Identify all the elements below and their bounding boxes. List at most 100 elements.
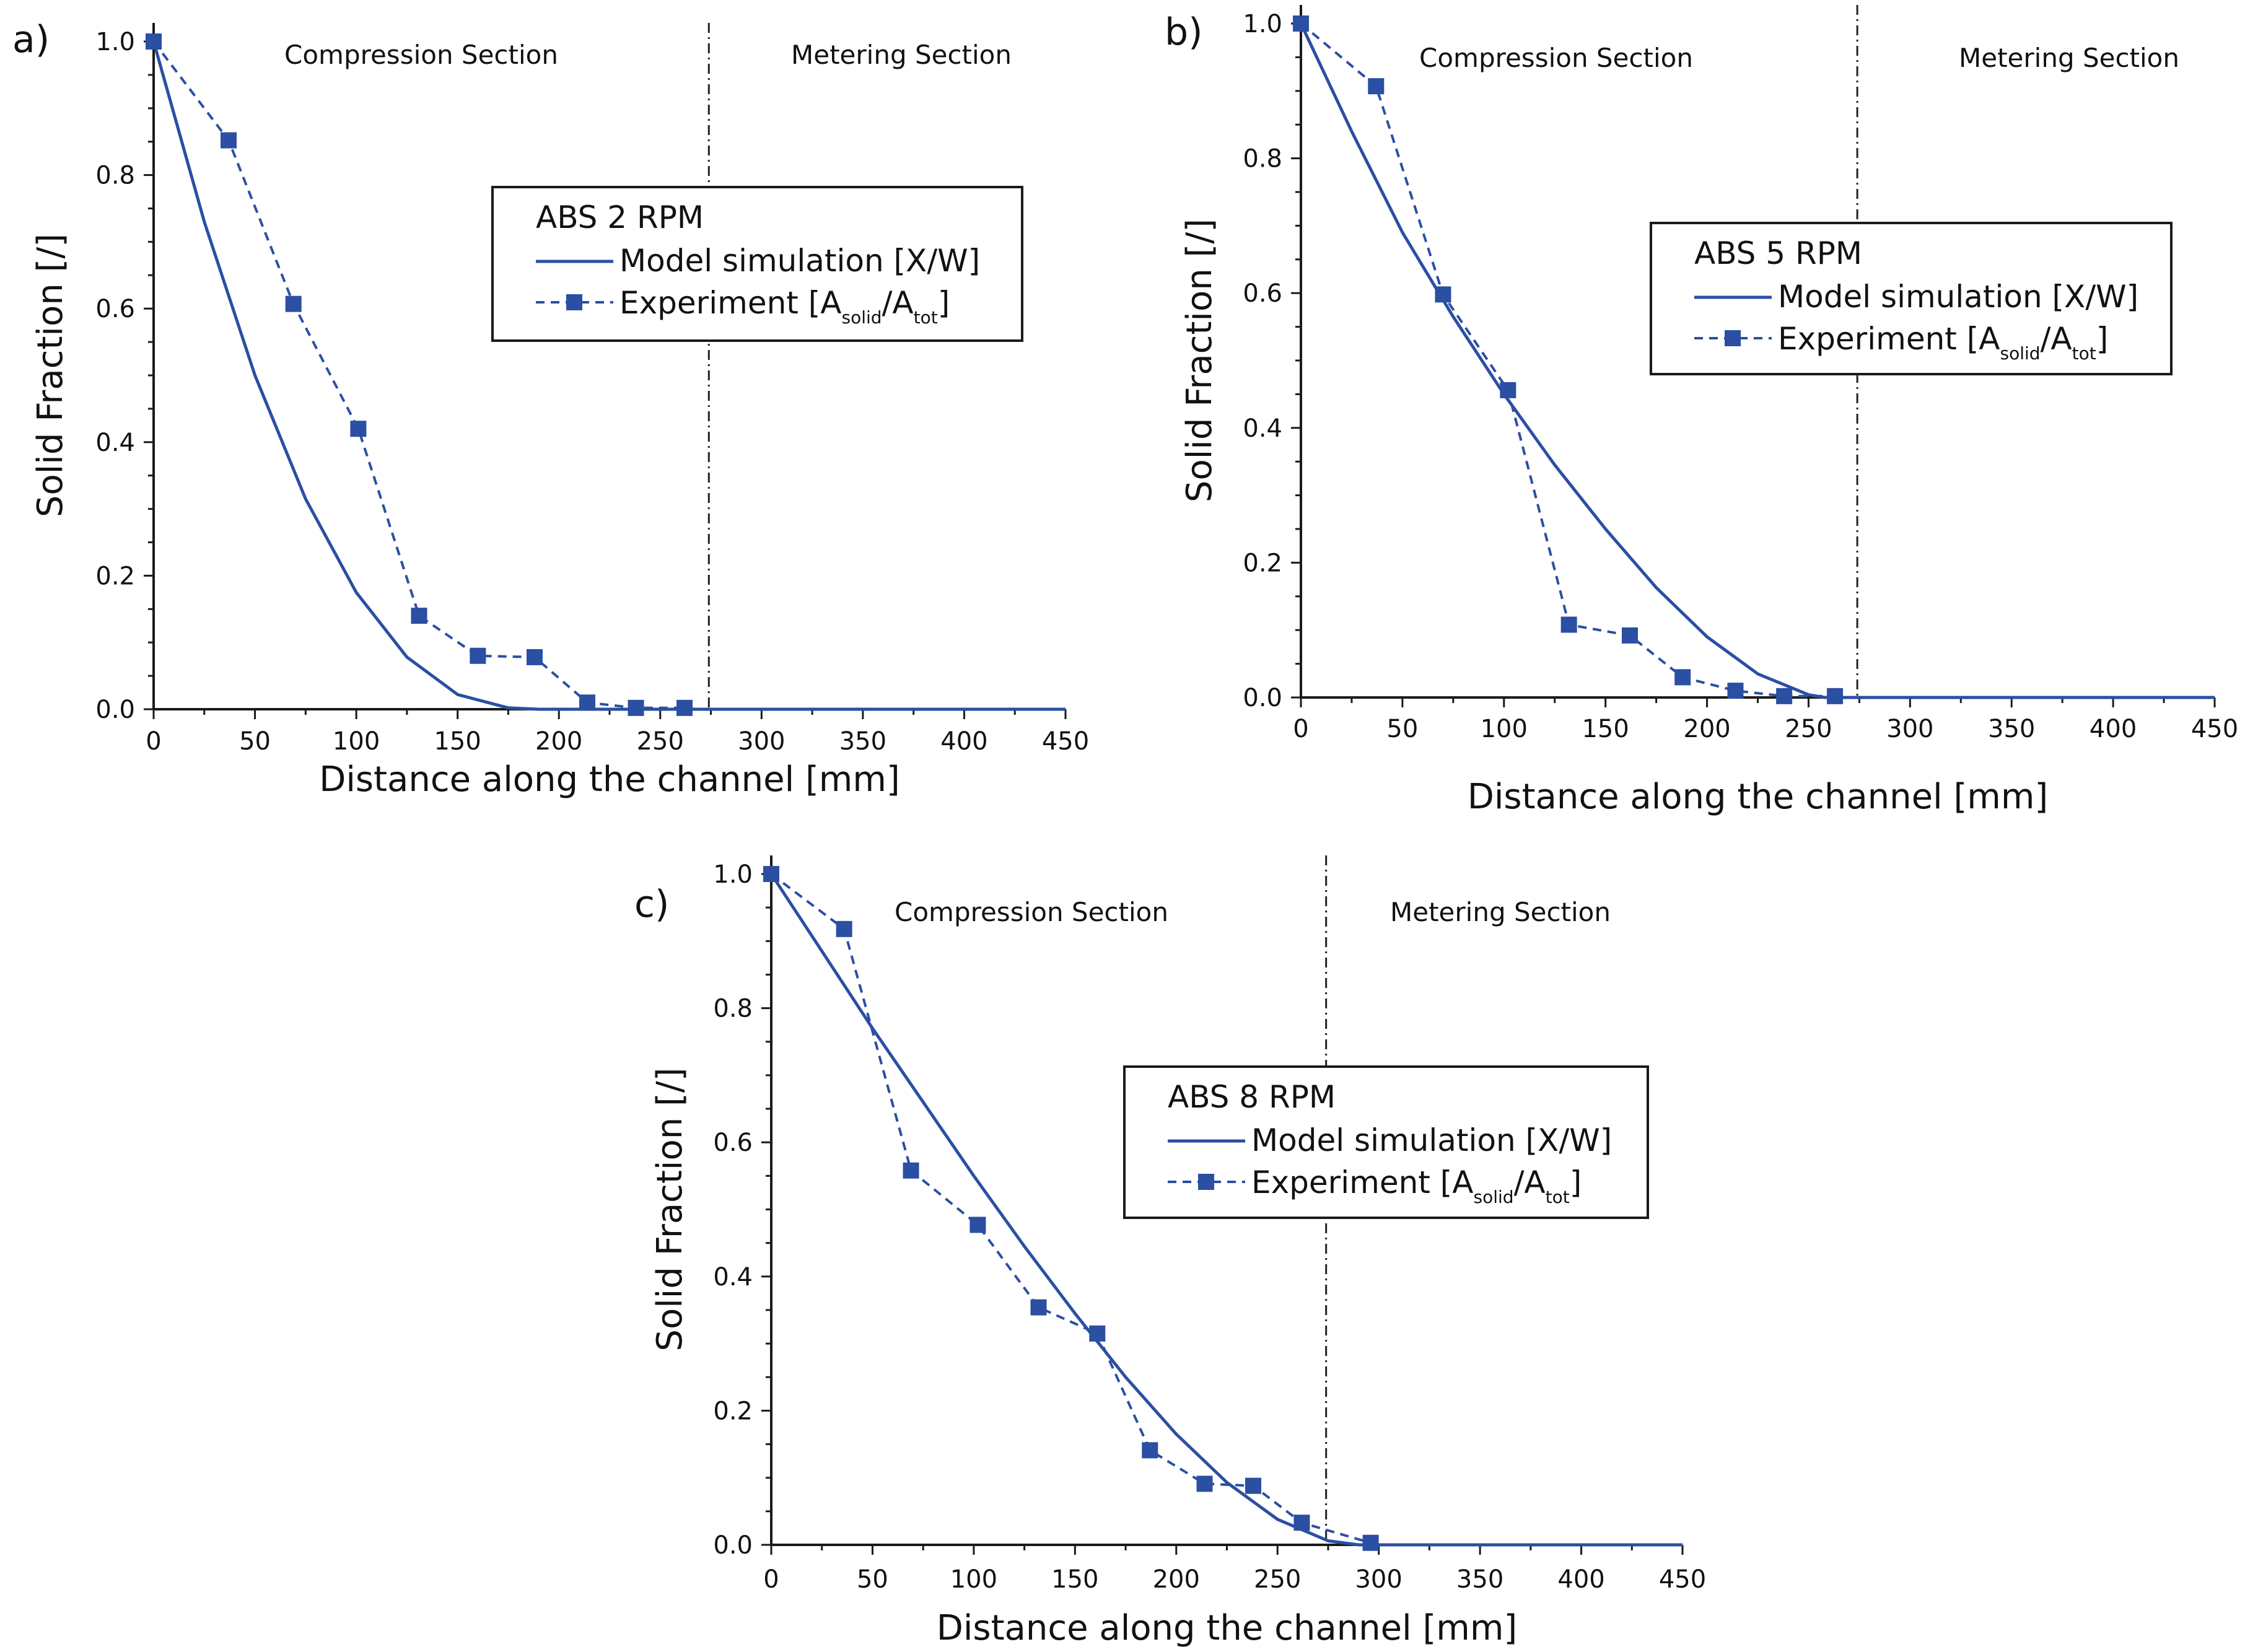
experiment-data-point	[1776, 688, 1793, 704]
experiment-data-point	[470, 647, 486, 664]
legend-exp-close: ]	[938, 285, 950, 321]
experiment-data-point	[969, 1217, 986, 1233]
legend-exp-subscript-tot: tot	[1546, 1187, 1570, 1207]
legend-exp-prefix: Experiment [A	[1251, 1165, 1474, 1200]
x-tick-label: 100	[950, 1565, 997, 1594]
x-tick-label: 400	[1557, 1565, 1604, 1594]
x-tick-label: 250	[1254, 1565, 1301, 1594]
x-tick-label: 50	[1386, 715, 1418, 743]
legend-exp-subscript-tot: tot	[2072, 343, 2096, 364]
experiment-data-point	[628, 699, 644, 716]
x-tick-label: 400	[940, 727, 987, 756]
legend-experiment-label: Experiment [Asolid/Atot]	[1778, 321, 2108, 364]
legend-exp-close: ]	[2096, 321, 2109, 357]
experiment-dashed-line	[152, 40, 685, 709]
model-simulation-line	[152, 41, 1066, 711]
chart-panel-3: c) 0 50 100 150 200 250 300 350 400 450 0.0 0.2 0.4 0.…	[634, 855, 1706, 1648]
y-tick-label: 1.0	[713, 860, 753, 889]
legend-title: ABS 8 RPM	[1168, 1079, 1336, 1115]
legend: ABS 8 RPM Model simulation [X/W] Experimen…	[1123, 1065, 1649, 1219]
panel-label: b)	[1165, 11, 1203, 54]
x-tick-label: 200	[1683, 715, 1730, 743]
experiment-data-point	[1293, 15, 1309, 32]
chart-panel-1: a) 0 50 100 150 200 250 300 350 400 450 0.0 0.2 0.4 0.…	[12, 18, 1089, 800]
experiment-data-point	[1196, 1475, 1213, 1492]
experiment-data-point	[676, 699, 693, 716]
x-axis-title: Distance along the channel [mm]	[1468, 777, 2049, 817]
y-axis-title: Solid Fraction [/]	[1179, 219, 1220, 502]
legend-model-label: Model simulation [X/W]	[1778, 279, 2138, 315]
legend-exp-mid: /A	[2041, 321, 2072, 357]
x-tick-label: 450	[1659, 1565, 1706, 1594]
x-tick-label: 200	[1153, 1565, 1200, 1594]
x-tick-label: 0	[146, 727, 161, 756]
compression-section-label: Compression Section	[1419, 43, 1693, 73]
legend-exp-subscript-solid: solid	[2000, 343, 2041, 364]
experiment-data-point	[763, 866, 779, 882]
legend-exp-subscript-solid: solid	[842, 307, 882, 328]
metering-section-label: Metering Section	[791, 40, 1012, 70]
x-tick-label: 450	[2191, 715, 2238, 743]
legend-title: ABS 5 RPM	[1694, 235, 1862, 271]
legend: ABS 5 RPM Model simulation [X/W] Experimen…	[1650, 222, 2173, 375]
x-tick-label: 50	[239, 727, 271, 756]
chart-panel-2: b) 0 50 100 150 200 250 300 350 400 450 0.0 0.2 0.4 0.…	[1165, 5, 2238, 817]
legend-exp-subscript-tot: tot	[914, 307, 938, 328]
x-tick-label: 200	[535, 727, 582, 756]
y-tick-label: 0.8	[95, 162, 135, 190]
x-tick-label: 300	[1886, 715, 1933, 743]
y-tick-label: 0.8	[713, 995, 753, 1023]
experiment-data-point	[1827, 688, 1844, 704]
x-tick-label: 100	[333, 727, 380, 756]
experiment-data-point	[1435, 286, 1451, 303]
legend-exp-prefix: Experiment [A	[1778, 321, 2000, 357]
experiment-data-point	[1089, 1325, 1106, 1342]
legend-title: ABS 2 RPM	[536, 199, 704, 235]
experiment-data-point	[146, 33, 162, 50]
y-tick-label: 0.0	[1243, 684, 1282, 712]
y-tick-label: 0.4	[95, 429, 135, 457]
compression-section-label: Compression Section	[284, 40, 558, 70]
metering-section-label: Metering Section	[1959, 43, 2179, 73]
x-tick-label: 350	[1456, 1565, 1503, 1594]
x-tick-label: 150	[1051, 1565, 1098, 1594]
experiment-dashed-line	[1300, 22, 1836, 697]
legend-experiment-marker	[1198, 1174, 1214, 1190]
x-tick-label: 150	[1582, 715, 1629, 743]
x-tick-label: 250	[637, 727, 684, 756]
x-tick-label: 0	[763, 1565, 779, 1594]
x-tick-label: 150	[434, 727, 481, 756]
legend-experiment-label: Experiment [Asolid/Atot]	[1251, 1165, 1582, 1207]
legend-experiment-marker	[566, 294, 582, 310]
y-tick-label: 0.6	[713, 1129, 753, 1157]
experiment-data-point	[350, 421, 367, 437]
legend-exp-prefix: Experiment [A	[619, 285, 842, 321]
y-tick-label: 0.2	[1243, 549, 1282, 577]
panel-label: a)	[12, 18, 50, 61]
experiment-data-point	[1560, 616, 1577, 633]
y-tick-label: 0.2	[95, 562, 135, 590]
x-tick-label: 300	[738, 727, 785, 756]
x-tick-label: 0	[1293, 715, 1308, 743]
y-tick-label: 0.2	[713, 1397, 753, 1425]
x-axis-title: Distance along the channel [mm]	[319, 759, 900, 800]
experiment-data-point	[1622, 627, 1638, 644]
y-axis-title: Solid Fraction [/]	[30, 234, 71, 517]
legend-model-label: Model simulation [X/W]	[1251, 1122, 1612, 1158]
legend-exp-subscript-solid: solid	[1474, 1187, 1514, 1207]
x-axis-title: Distance along the channel [mm]	[937, 1608, 1518, 1648]
metering-section-label: Metering Section	[1390, 897, 1611, 927]
legend-experiment-label: Experiment [Asolid/Atot]	[619, 285, 950, 328]
y-axis-title: Solid Fraction [/]	[650, 1067, 690, 1351]
compression-section-label: Compression Section	[895, 897, 1168, 927]
x-tick-label: 400	[2090, 715, 2137, 743]
experiment-data-point	[526, 649, 543, 665]
x-tick-label: 300	[1355, 1565, 1402, 1594]
y-tick-label: 0.4	[713, 1263, 753, 1291]
legend-exp-mid: /A	[882, 285, 914, 321]
legend-exp-close: ]	[1570, 1165, 1582, 1200]
x-tick-label: 50	[857, 1565, 888, 1594]
x-tick-label: 250	[1785, 715, 1832, 743]
y-tick-label: 0.4	[1243, 414, 1282, 443]
